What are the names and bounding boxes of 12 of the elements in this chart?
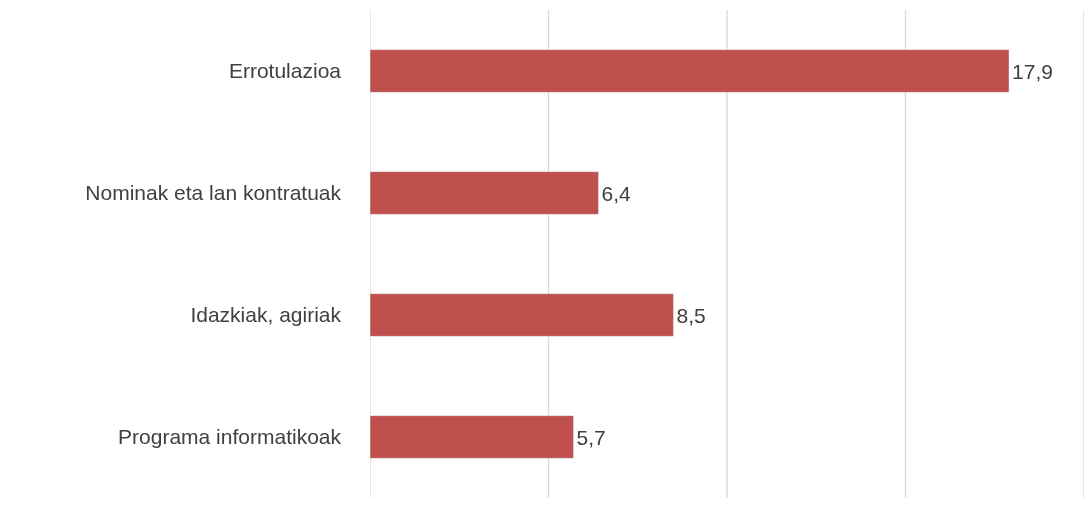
bar: [370, 49, 1010, 93]
y-tick-label: Errotulazioa: [228, 59, 342, 83]
data-label: 17,9: [1012, 59, 1053, 83]
data-label: 8,5: [676, 303, 706, 327]
bar: [370, 171, 599, 215]
data-label: 6,4: [601, 181, 631, 205]
y-tick-label: Programa informatikoak: [118, 425, 342, 449]
data-label: 5,7: [576, 425, 606, 449]
y-tick-label: Idazkiak, agiriak: [190, 303, 342, 327]
y-tick-label: Nominak eta lan kontratuak: [85, 181, 342, 205]
bar: [370, 293, 674, 337]
bar: [370, 415, 574, 459]
